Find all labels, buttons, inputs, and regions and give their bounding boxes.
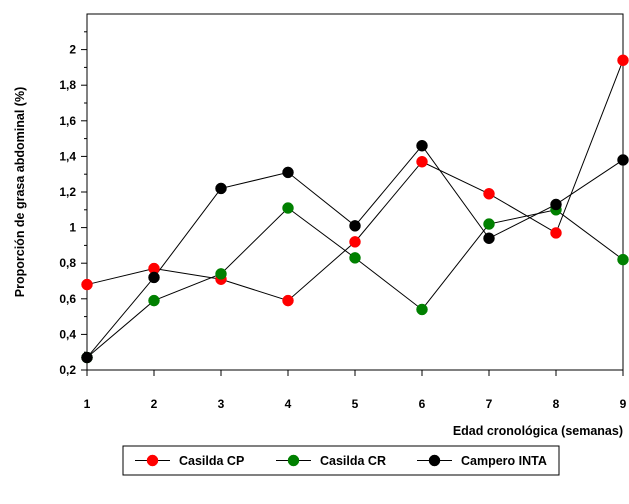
- data-point: [483, 188, 495, 200]
- x-tick-label: 9: [620, 397, 627, 411]
- x-tick-label: 2: [151, 397, 158, 411]
- data-point: [349, 220, 361, 232]
- data-point: [81, 278, 93, 291]
- data-point: [349, 236, 361, 248]
- data-point: [81, 351, 93, 364]
- legend-label: Casilda CP: [179, 454, 244, 468]
- y-tick-label: 0,4: [59, 327, 76, 341]
- data-point: [416, 155, 428, 168]
- x-tick-label: 6: [419, 397, 426, 411]
- data-point: [416, 139, 428, 152]
- legend: Casilda CP Casilda CR Campero INTA: [122, 445, 560, 476]
- x-tick-label: 7: [486, 397, 493, 411]
- y-axis-title: Proporción de grasa abdominal (%): [13, 87, 27, 297]
- y-tick-label: 0,6: [59, 292, 76, 306]
- data-point: [617, 154, 629, 166]
- data-point: [349, 252, 361, 264]
- x-tick-label: 1: [84, 397, 91, 411]
- legend-swatch-marker: [146, 454, 159, 467]
- y-tick-label: 0,2: [59, 363, 76, 377]
- plot-frame: [86, 13, 624, 371]
- x-tick-label: 4: [285, 397, 292, 411]
- data-point: [416, 303, 428, 316]
- data-point: [483, 218, 495, 230]
- series-lines: [86, 60, 624, 358]
- series-points: [81, 54, 629, 364]
- data-point: [617, 253, 629, 266]
- axes: [86, 13, 624, 371]
- data-point: [148, 271, 160, 284]
- data-point: [148, 294, 160, 307]
- legend-swatch-marker: [287, 454, 300, 467]
- series-line: [86, 144, 624, 358]
- x-tick-label: 3: [218, 397, 225, 411]
- x-tick-label: 8: [553, 397, 560, 411]
- y-axis-ticks: 0,2 0,4 0,6 0,8 1 1,2 1,4 1,6 1,8 2: [59, 31, 87, 377]
- legend-box: [122, 445, 560, 476]
- legend-swatch-marker: [428, 454, 441, 467]
- series-line: [86, 60, 624, 302]
- data-point: [282, 294, 294, 307]
- y-tick-label: 1,6: [59, 114, 76, 128]
- x-axis-title: Edad cronológica (semanas): [453, 424, 623, 438]
- legend-label: Casilda CR: [320, 454, 386, 468]
- y-tick-label: 2: [69, 43, 76, 57]
- data-point: [617, 54, 629, 67]
- data-point: [550, 227, 562, 239]
- y-tick-label: 1,4: [59, 149, 76, 163]
- legend-label: Campero INTA: [461, 454, 547, 468]
- data-point: [550, 198, 562, 211]
- y-tick-label: 1: [69, 221, 76, 235]
- x-axis-ticks: 1 2 3 4 5 6 7 8 9: [84, 370, 627, 411]
- y-tick-label: 1,2: [59, 185, 76, 199]
- data-point: [483, 232, 495, 245]
- data-point: [215, 182, 227, 195]
- y-tick-label: 1,8: [59, 78, 76, 92]
- data-point: [282, 166, 294, 179]
- data-point: [282, 202, 294, 214]
- x-tick-label: 5: [352, 397, 359, 411]
- y-tick-label: 0,8: [59, 256, 76, 270]
- data-point: [215, 268, 227, 280]
